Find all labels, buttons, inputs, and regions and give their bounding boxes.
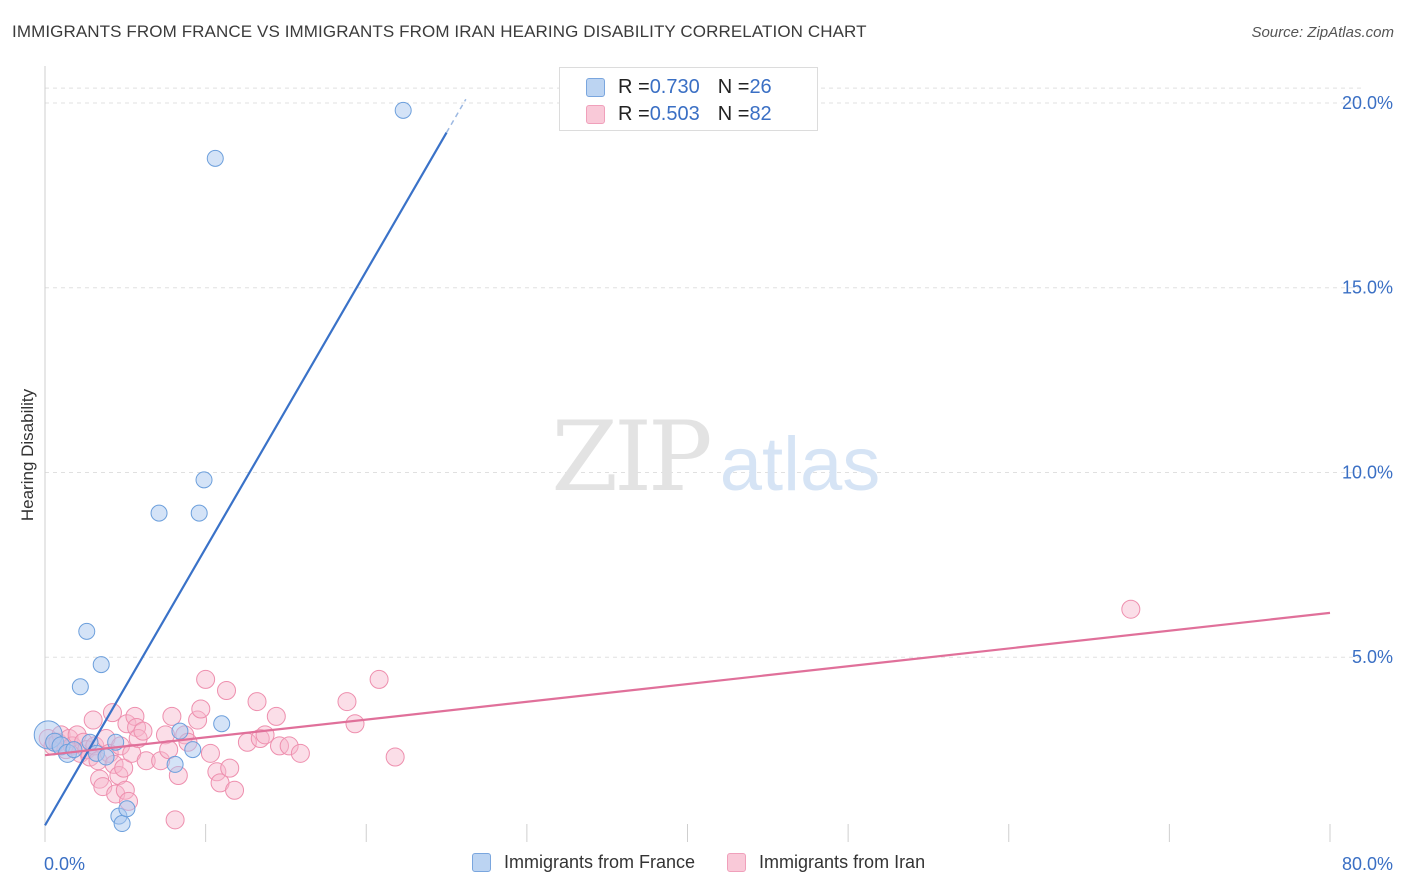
series-iran-points [38, 599, 1141, 830]
iran-point [247, 692, 267, 712]
iran-point [217, 680, 237, 700]
watermark: ZIP atlas [551, 401, 880, 513]
iran-point [337, 692, 357, 712]
n-value-france: 26 [749, 75, 772, 98]
watermark-atlas: atlas [720, 422, 881, 507]
y-tick-label: 10.0% [1342, 462, 1393, 482]
france-point [206, 149, 224, 167]
stats-row-france: R = 0.730 N = 26 [586, 75, 772, 99]
legend-label-iran: Immigrants from Iran [759, 852, 926, 872]
iran-point [136, 751, 156, 771]
legend-item-iran[interactable]: Immigrants from Iran [727, 852, 925, 873]
iran-point [290, 743, 310, 763]
iran-point [225, 780, 245, 800]
france-point [150, 504, 168, 522]
x-tick-label: 80.0% [1342, 854, 1393, 874]
iran-swatch [586, 104, 605, 124]
iran-point [385, 747, 405, 767]
trend-line-iran [44, 611, 1331, 757]
iran-point [162, 706, 182, 726]
france-point [118, 800, 136, 818]
chart-title: IMMIGRANTS FROM FRANCE VS IMMIGRANTS FRO… [12, 22, 867, 41]
iran-point [191, 699, 211, 719]
iran-point [196, 669, 216, 689]
legend-item-france[interactable]: Immigrants from France [472, 852, 695, 873]
france-point [190, 504, 208, 522]
france-point [71, 678, 89, 696]
france-point [113, 815, 131, 833]
legend-swatch-france [472, 853, 491, 872]
iran-point [279, 736, 299, 756]
y-tick-label: 20.0% [1342, 93, 1393, 113]
stats-legend: R = 0.730 N = 26 R = 0.503 N = 82 [559, 67, 818, 131]
iran-point [117, 714, 137, 734]
n-value-iran: 82 [749, 102, 772, 125]
trend-lines [44, 98, 1331, 826]
france-point [195, 471, 213, 489]
series-legend: Immigrants from France Immigrants from I… [472, 852, 957, 873]
source-label: Source: ZipAtlas.com [1251, 24, 1394, 41]
trend-line-france-extension [445, 98, 467, 133]
iran-point [200, 743, 220, 763]
iran-point [207, 762, 227, 782]
iran-point [220, 758, 240, 778]
r-value-iran: 0.503 [649, 102, 700, 125]
iran-point [1121, 599, 1141, 619]
stats-row-iran: R = 0.503 N = 82 [586, 102, 772, 126]
iran-point [115, 780, 135, 800]
iran-point [266, 706, 286, 726]
y-tick-label: 5.0% [1352, 647, 1393, 667]
r-label: R = [618, 75, 650, 98]
trend-line-france [44, 131, 448, 826]
france-point [78, 622, 96, 640]
y-axis-label: Hearing Disability [18, 388, 37, 521]
france-point [394, 101, 412, 119]
r-label: R = [618, 102, 650, 125]
france-point [171, 722, 189, 740]
france-point [184, 741, 202, 759]
n-label: N = [717, 102, 750, 125]
tick-labels: 5.0% 10.0% 15.0% 20.0% 0.0% 80.0% [44, 93, 1393, 874]
france-point [92, 656, 110, 674]
france-point [213, 715, 231, 733]
watermark-zip: ZIP [551, 401, 710, 513]
france-point [166, 755, 184, 773]
axes [44, 66, 1331, 842]
iran-point [83, 710, 103, 730]
series-france-points [33, 101, 412, 833]
r-value-france: 0.730 [649, 75, 700, 98]
iran-point [345, 714, 365, 734]
iran-point [165, 810, 185, 830]
n-label: N = [717, 75, 750, 98]
iran-point [114, 758, 134, 778]
legend-swatch-iran [727, 853, 747, 872]
france-swatch [586, 77, 605, 97]
iran-point [270, 736, 290, 756]
x-tick-label: 0.0% [44, 854, 85, 874]
gridlines [45, 87, 1365, 658]
france-point [97, 748, 115, 766]
y-tick-label: 15.0% [1342, 278, 1393, 298]
iran-point [188, 710, 208, 730]
iran-point [133, 721, 153, 741]
legend-label-france: Immigrants from France [504, 852, 696, 872]
france-point [65, 741, 83, 759]
iran-point [369, 669, 389, 689]
